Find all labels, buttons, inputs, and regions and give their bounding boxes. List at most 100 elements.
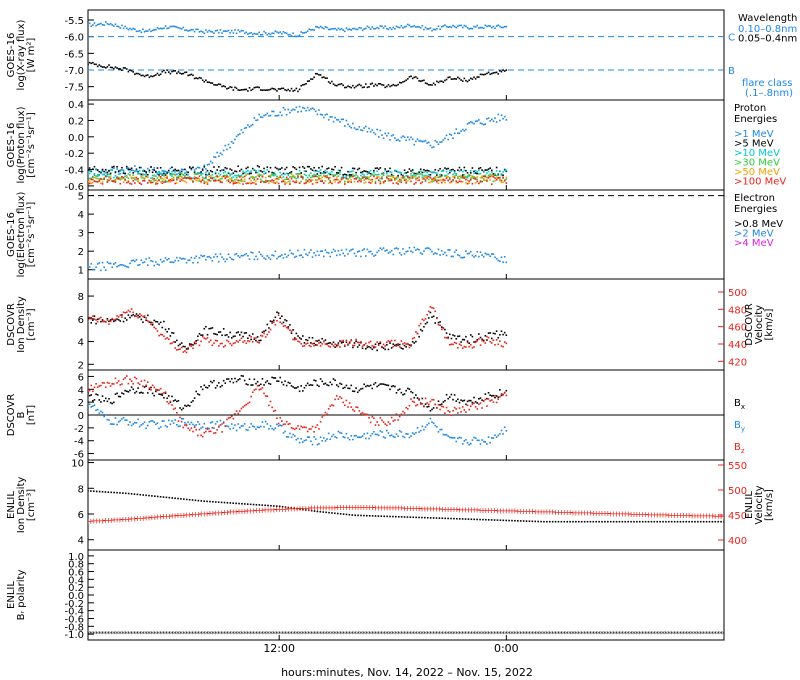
data-point (440, 179, 443, 181)
data-point (129, 421, 131, 423)
data-point (203, 164, 206, 167)
data-point (445, 332, 448, 334)
data-point (411, 337, 414, 340)
data-point: + (381, 503, 388, 512)
data-point (382, 84, 385, 86)
data-point (218, 175, 220, 178)
data-point (114, 393, 117, 395)
data-point (439, 80, 441, 83)
data-point (242, 131, 244, 134)
data-point (209, 180, 212, 182)
data-point (318, 176, 320, 179)
data-point (244, 503, 246, 505)
data-point (410, 173, 412, 175)
data-point (222, 85, 225, 87)
data-point (310, 29, 312, 31)
data-point (88, 403, 91, 406)
data-point (201, 176, 204, 179)
data-point: * (563, 630, 567, 638)
data-point (311, 425, 314, 428)
data-point (171, 179, 173, 182)
data-point: + (236, 507, 243, 516)
data-point (224, 85, 227, 88)
data-point: * (702, 630, 706, 638)
data-point (323, 172, 325, 175)
data-point (289, 422, 291, 425)
data-point (468, 408, 470, 411)
data-point (413, 175, 416, 178)
data-point (272, 87, 275, 90)
data-point (274, 30, 277, 32)
data-point (342, 341, 344, 344)
data-point (442, 401, 445, 403)
data-point (234, 377, 236, 380)
y-tick-label: 3 (78, 229, 84, 240)
data-point: * (597, 630, 601, 638)
data-point (440, 80, 443, 83)
data-point (188, 29, 191, 32)
data-point: * (417, 630, 421, 638)
data-point (444, 179, 446, 182)
data-point (702, 520, 705, 523)
data-point (331, 116, 333, 118)
data-point (365, 83, 367, 85)
data-point (230, 258, 233, 260)
data-point (268, 327, 270, 329)
data-point (486, 169, 488, 171)
data-point (277, 256, 280, 258)
data-point (124, 179, 126, 181)
data-point (363, 413, 365, 415)
data-point (376, 433, 378, 436)
data-point (171, 497, 174, 499)
data-point (324, 382, 327, 385)
data-point (345, 177, 348, 180)
data-point (408, 176, 411, 179)
data-point (122, 416, 125, 419)
data-point (208, 255, 210, 258)
data-point (434, 169, 437, 171)
data-point (473, 346, 475, 348)
data-point (406, 175, 409, 178)
data-point (461, 406, 464, 408)
data-point (116, 176, 118, 178)
data-point (289, 33, 291, 36)
data-point (314, 72, 317, 75)
data-point (474, 401, 477, 403)
data-point (276, 380, 278, 382)
data-point: * (580, 630, 584, 638)
data-point (95, 177, 97, 180)
data-point (392, 182, 395, 185)
data-point (119, 27, 122, 29)
data-point (119, 182, 122, 185)
data-point (424, 174, 427, 177)
data-point (334, 116, 336, 119)
data-point: + (311, 504, 318, 513)
data-point (121, 264, 123, 266)
data-point (260, 253, 262, 256)
data-point (368, 437, 370, 440)
data-point (193, 30, 196, 33)
data-point (205, 325, 207, 328)
data-point (455, 408, 458, 410)
data-point (373, 255, 375, 257)
data-point (394, 137, 396, 139)
data-point (400, 413, 403, 416)
data-point (219, 178, 222, 180)
data-point (272, 428, 275, 431)
data-point (402, 81, 404, 83)
data-point (321, 343, 323, 345)
data-point (151, 168, 154, 171)
data-point (461, 128, 464, 131)
data-point (239, 334, 241, 336)
data-point (197, 393, 199, 395)
data-point (670, 520, 673, 523)
data-point (334, 27, 336, 30)
data-point (323, 340, 325, 343)
data-point (492, 401, 495, 403)
data-point (192, 344, 194, 346)
data-point (251, 251, 254, 254)
data-point (272, 179, 275, 182)
data-point (153, 175, 156, 177)
data-point (325, 511, 327, 514)
data-point (306, 165, 309, 168)
